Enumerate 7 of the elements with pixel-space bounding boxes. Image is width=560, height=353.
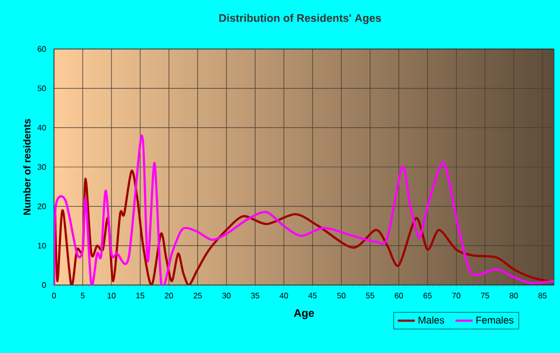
- line-series: [54, 170, 550, 285]
- legend-label: Females: [476, 316, 514, 324]
- chart-title: Distribution of Residents' Ages: [219, 14, 381, 24]
- line-series: [54, 134, 554, 285]
- x-axis-title: Age: [294, 309, 314, 320]
- y-axis-title: Number of residents: [23, 118, 31, 215]
- legend-label: Males: [418, 316, 444, 324]
